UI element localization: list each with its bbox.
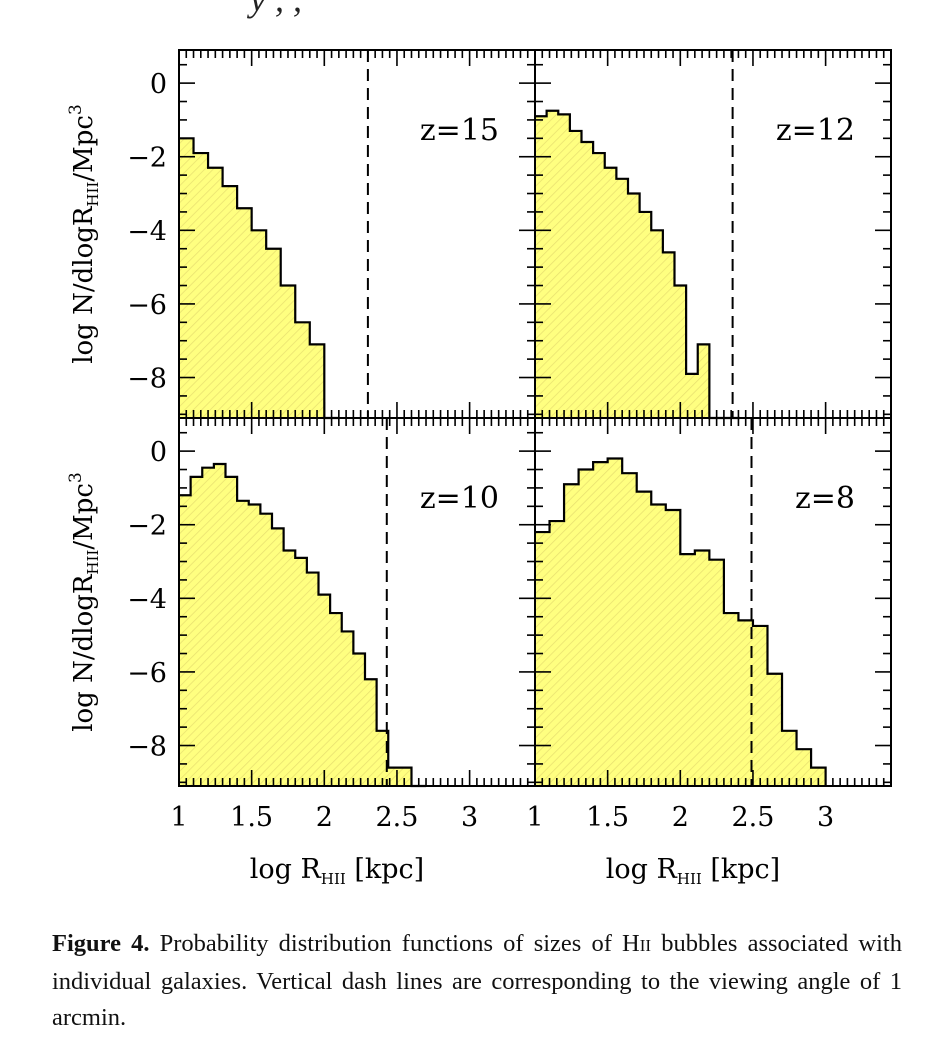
histogram-outline (179, 462, 427, 788)
x-tick-label: 2.5 (375, 802, 418, 833)
histogram-fill (535, 458, 826, 786)
caption-text-2: bubbles associated with individual galax… (52, 930, 902, 1031)
panel-frame (534, 417, 892, 787)
panel-label: z=12 (776, 113, 855, 148)
histogram-outline (535, 457, 827, 786)
y-tick-label: −8 (127, 732, 167, 763)
y-axis-label: log N/dlogRHII/Mpc3 (66, 104, 102, 364)
y-tick-label: 0 (150, 437, 167, 468)
caption-text-1: Probability distribution functions of si… (159, 930, 640, 957)
y-axis-label: log N/dlogRHII/Mpc3 (66, 472, 102, 732)
x-tick-label: 1.5 (586, 802, 629, 833)
x-tick-label: 1 (170, 802, 187, 833)
y-tick-label: −6 (127, 658, 167, 689)
histogram-fill (179, 464, 427, 786)
panel-3: z=10 0 −2 −4 −6 −8 log N/dlogRHII/Mpc3 1 1.5 2 2.5… (66, 417, 536, 888)
x-tick-label: 3 (817, 802, 834, 833)
x-tick-label: 3 (461, 802, 478, 833)
panel-label: z=10 (420, 481, 499, 516)
histogram-outline (535, 109, 740, 420)
y-tick-label: −2 (127, 511, 167, 542)
panel-label: z=8 (795, 481, 855, 516)
y-tick-label: −2 (127, 143, 167, 174)
y-tick-label: −4 (127, 216, 167, 247)
x-tick-label: 1 (526, 802, 543, 833)
y-tick-label: −6 (127, 290, 167, 321)
x-tick-label: 1.5 (230, 802, 273, 833)
panel-label: z=15 (420, 113, 499, 148)
x-axis-label: log RHII [kpc] (250, 854, 424, 888)
y-tick-label: −8 (127, 364, 167, 395)
histogram-fill (179, 138, 339, 418)
figure-caption: Figure 4. Probability distribution funct… (52, 926, 902, 1036)
caption-label: Figure 4. (52, 930, 150, 957)
panel-1: z=15 0 −2 −4 −6 −8 log N/dlogRHII/Mpc3 (66, 49, 536, 420)
panel-4: z=8 1 1.5 2 2.5 3 log RHII [kpc] (526, 417, 892, 888)
y-tick-label: −4 (127, 584, 167, 615)
page-header-fragment: y , , (250, 0, 930, 20)
caption-sc: II (639, 936, 652, 955)
histogram-figure: z=15 0 −2 −4 −6 −8 log N/dlogRHII/Mpc3 z=12 z=10… (66, 49, 892, 888)
panel-2: z=12 (534, 49, 892, 420)
histogram-fill (535, 110, 740, 418)
y-tick-label: 0 (150, 69, 167, 100)
x-tick-label: 2 (672, 802, 689, 833)
x-axis-label: log RHII [kpc] (606, 854, 780, 888)
x-tick-label: 2 (316, 802, 333, 833)
histogram-outline (179, 137, 339, 420)
x-tick-label: 2.5 (731, 802, 774, 833)
